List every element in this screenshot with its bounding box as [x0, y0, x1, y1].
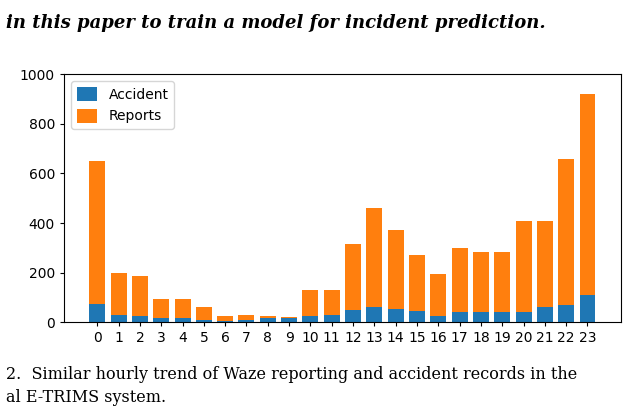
Bar: [516, 221, 532, 312]
Bar: [217, 316, 233, 321]
Bar: [175, 299, 191, 318]
Bar: [260, 318, 276, 322]
Bar: [345, 244, 361, 310]
Bar: [345, 310, 361, 322]
Bar: [196, 307, 212, 320]
Bar: [579, 94, 595, 295]
Bar: [388, 309, 404, 322]
Text: al E-TRIMS system.: al E-TRIMS system.: [6, 389, 166, 406]
Bar: [260, 316, 276, 318]
Bar: [111, 273, 127, 315]
Legend: Accident, Reports: Accident, Reports: [71, 81, 174, 129]
Bar: [537, 307, 553, 322]
Bar: [217, 321, 233, 322]
Bar: [558, 305, 574, 322]
Bar: [473, 252, 489, 312]
Text: in this paper to train a model for incident prediction.: in this paper to train a model for incid…: [6, 14, 546, 33]
Bar: [90, 304, 106, 322]
Bar: [473, 312, 489, 322]
Bar: [281, 318, 297, 322]
Bar: [239, 320, 255, 322]
Bar: [153, 318, 169, 322]
Bar: [494, 252, 510, 312]
Bar: [132, 276, 148, 316]
Bar: [366, 208, 382, 307]
Bar: [303, 316, 319, 322]
Bar: [452, 312, 468, 322]
Bar: [111, 315, 127, 322]
Bar: [175, 318, 191, 322]
Bar: [537, 221, 553, 307]
Bar: [579, 295, 595, 322]
Bar: [452, 248, 468, 312]
Bar: [558, 159, 574, 305]
Bar: [196, 320, 212, 322]
Bar: [303, 290, 319, 316]
Bar: [430, 274, 446, 316]
Bar: [388, 230, 404, 309]
Text: 2.  Similar hourly trend of Waze reporting and accident records in the: 2. Similar hourly trend of Waze reportin…: [6, 366, 578, 382]
Bar: [409, 311, 425, 322]
Bar: [281, 317, 297, 318]
Bar: [366, 307, 382, 322]
Bar: [324, 315, 340, 322]
Bar: [153, 299, 169, 318]
Bar: [90, 161, 106, 304]
Bar: [132, 316, 148, 322]
Bar: [239, 315, 255, 320]
Bar: [516, 312, 532, 322]
Bar: [409, 255, 425, 311]
Bar: [430, 316, 446, 322]
Bar: [494, 312, 510, 322]
Bar: [324, 290, 340, 315]
